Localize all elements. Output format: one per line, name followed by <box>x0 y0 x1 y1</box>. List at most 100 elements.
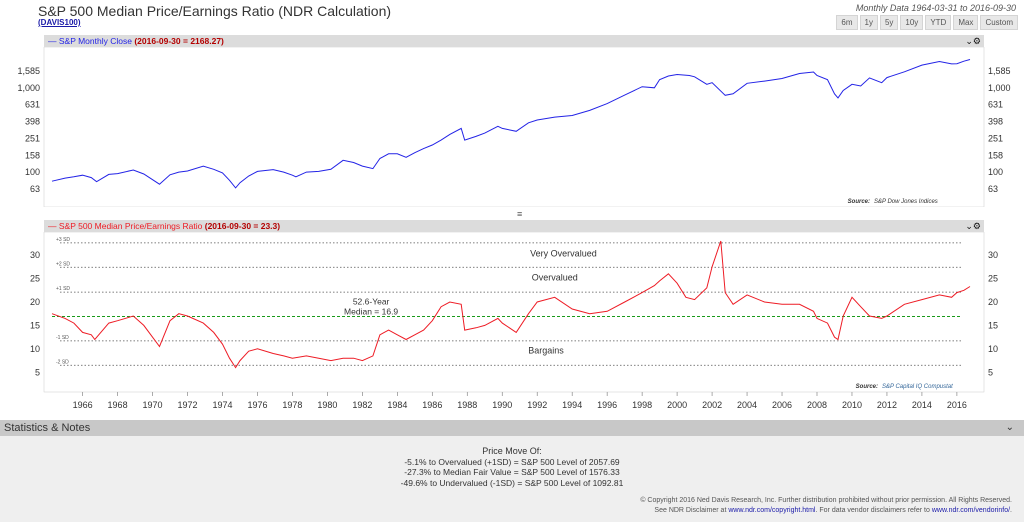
zone-annotation: Very Overvalued <box>530 249 597 259</box>
zone-annotation: Overvalued <box>532 272 578 282</box>
x-tick-label: 1966 <box>73 400 93 410</box>
bottom-plot-frame <box>43 232 985 393</box>
range-ytd-button[interactable]: YTD <box>925 15 952 30</box>
top-legend-value: (2016-09-30 = 2168.27) <box>134 36 224 46</box>
range-5y-button[interactable]: 5y <box>879 15 899 30</box>
x-tick-label: 2002 <box>702 400 722 410</box>
top-y-tick-label-left: 1,000 <box>17 83 40 93</box>
sd-band-label: +2 SD <box>56 261 70 267</box>
top-source-value: S&P Dow Jones Indices <box>874 199 938 205</box>
top-y-tick-label-left: 63 <box>30 184 40 194</box>
bottom-y-tick-label-right: 10 <box>988 344 998 354</box>
top-y-tick-label-right: 100 <box>988 167 1003 177</box>
range-max-button[interactable]: Max <box>953 15 979 30</box>
top-legend-label: S&P Monthly Close <box>58 36 132 46</box>
x-tick-label: 1968 <box>108 400 128 410</box>
bottom-y-tick-label-right: 5 <box>988 367 993 377</box>
top-y-tick-label-left: 631 <box>25 100 40 110</box>
settings-gear-icon[interactable]: ⌄⚙ <box>965 221 981 231</box>
x-tick-label: 1974 <box>212 400 232 410</box>
x-tick-label: 2000 <box>667 400 687 410</box>
sd-band-label: -2 SD <box>56 359 69 365</box>
x-tick-label: 1992 <box>527 400 547 410</box>
disclaimer-middle: . For data vendor disclaimers refer to <box>815 507 930 514</box>
zone-annotation: Bargains <box>528 346 564 356</box>
top-y-tick-label-left: 158 <box>25 150 40 160</box>
x-tick-label: 1984 <box>387 400 407 410</box>
range-6m-button[interactable]: 6m <box>836 15 858 30</box>
x-tick-label: 1976 <box>247 400 267 410</box>
sd-band-label: +1 SD <box>56 286 70 292</box>
top-y-tick-label-right: 251 <box>988 133 1003 143</box>
bottom-y-tick-label-right: 15 <box>988 320 998 330</box>
stats-line: -27.3% to Median Fair Value = S&P 500 Le… <box>404 467 620 477</box>
bottom-panel-legend-bar: — S&P 500 Median Price/Earnings Ratio (2… <box>44 220 984 232</box>
top-y-tick-label-left: 398 <box>25 117 40 127</box>
price-move-stats: Price Move Of: -5.1% to Overvalued (+1SD… <box>0 446 1024 488</box>
top-legend-swatch: — <box>48 36 57 46</box>
bottom-source-value: S&P Capital IQ Compustat <box>882 384 953 390</box>
top-y-tick-label-right: 158 <box>988 150 1003 160</box>
bottom-source-label: Source: <box>856 384 878 390</box>
x-tick-label: 1988 <box>457 400 477 410</box>
stats-line: -5.1% to Overvalued (+1SD) = S&P 500 Lev… <box>404 456 620 467</box>
range-10y-button[interactable]: 10y <box>900 15 924 30</box>
settings-gear-icon[interactable]: ⌄⚙ <box>965 36 981 46</box>
x-tick-label: 1970 <box>143 400 163 410</box>
bottom-y-tick-label-right: 20 <box>988 297 998 307</box>
top-y-tick-label-right: 63 <box>988 184 998 194</box>
x-tick-label: 2014 <box>912 400 932 410</box>
top-y-tick-label-right: 1,585 <box>988 66 1011 76</box>
median-label-line2: Median = 16.9 <box>344 307 398 317</box>
sp500-close-series-line <box>51 59 971 189</box>
x-tick-label: 1990 <box>492 400 512 410</box>
disclaimer-prefix: See NDR Disclaimer at <box>654 507 727 514</box>
vendorinfo-link[interactable]: www.ndr.com/vendorinfo/ <box>931 507 1011 514</box>
stats-line: -49.6% to Undervalued (-1SD) = S&P 500 L… <box>400 477 624 488</box>
series-code-link[interactable]: (DAVIS100) <box>38 18 81 27</box>
copyright-text: © Copyright 2016 Ned Davis Research, Inc… <box>640 497 1012 504</box>
bottom-y-tick-label-left: 5 <box>35 367 40 377</box>
sd-band-label: +3 SD <box>56 237 70 243</box>
bottom-y-tick-label-left: 30 <box>30 250 40 260</box>
copyright-footer: © Copyright 2016 Ned Davis Research, Inc… <box>640 496 1012 516</box>
bottom-y-tick-label-left: 15 <box>30 320 40 330</box>
data-range-text: Monthly Data 1964-03-31 to 2016-09-30 <box>855 3 1016 13</box>
median-label-line1: 52.6-Year <box>353 297 390 307</box>
bottom-y-tick-label-right: 30 <box>988 250 998 260</box>
x-tick-label: 2004 <box>737 400 757 410</box>
chart-title: S&P 500 Median Price/Earnings Ratio (NDR… <box>38 3 392 19</box>
chevron-down-icon[interactable]: ⌄ <box>1005 422 1014 433</box>
x-tick-label: 2012 <box>877 400 897 410</box>
x-tick-label: 1980 <box>317 400 337 410</box>
top-price-chart: 63 100 158 251 398 631 1,000 1,585 63 100 158 251 3… <box>17 47 1011 207</box>
bottom-pe-chart: +3 SD +2 SD +1 SD -1 SD -2 SD 52.6-YearMedian… <box>30 232 998 410</box>
copyright-link[interactable]: www.ndr.com/copyright.html <box>728 507 816 514</box>
top-source-label: Source: <box>848 199 870 205</box>
x-tick-label: 2010 <box>842 400 862 410</box>
top-y-tick-label-left: 1,585 <box>17 66 40 76</box>
top-y-tick-label-right: 1,000 <box>988 83 1011 93</box>
statistics-notes-header[interactable]: Statistics & Notes ⌄ <box>0 420 1024 436</box>
top-y-tick-label-right: 398 <box>988 117 1003 127</box>
statistics-notes-body: Price Move Of: -5.1% to Overvalued (+1SD… <box>0 436 1024 522</box>
x-tick-label: 1986 <box>422 400 442 410</box>
bottom-legend-label: S&P 500 Median Price/Earnings Ratio <box>58 221 203 231</box>
x-tick-label: 1982 <box>352 400 372 410</box>
sd-band-label: -1 SD <box>56 335 69 341</box>
range-selector: 6m 1y 5y 10y YTD Max Custom <box>836 15 1018 30</box>
pe-ratio-series-line <box>51 240 971 369</box>
panel-resize-handle[interactable]: ≡ <box>517 209 523 219</box>
x-tick-label: 2016 <box>947 400 967 410</box>
x-tick-label: 1994 <box>562 400 582 410</box>
top-y-tick-label-right: 631 <box>988 100 1003 110</box>
bottom-legend-value: (2016-09-30 = 23.3) <box>204 221 281 231</box>
range-1y-button[interactable]: 1y <box>859 15 878 30</box>
range-custom-button[interactable]: Custom <box>980 15 1018 30</box>
top-y-tick-label-left: 100 <box>25 167 40 177</box>
x-tick-label: 1998 <box>632 400 652 410</box>
top-plot-frame <box>43 47 985 207</box>
bottom-legend-swatch: — <box>48 221 57 231</box>
x-tick-label: 1978 <box>282 400 302 410</box>
disclaimer-text: See NDR Disclaimer at www.ndr.com/copyri… <box>640 506 1012 516</box>
